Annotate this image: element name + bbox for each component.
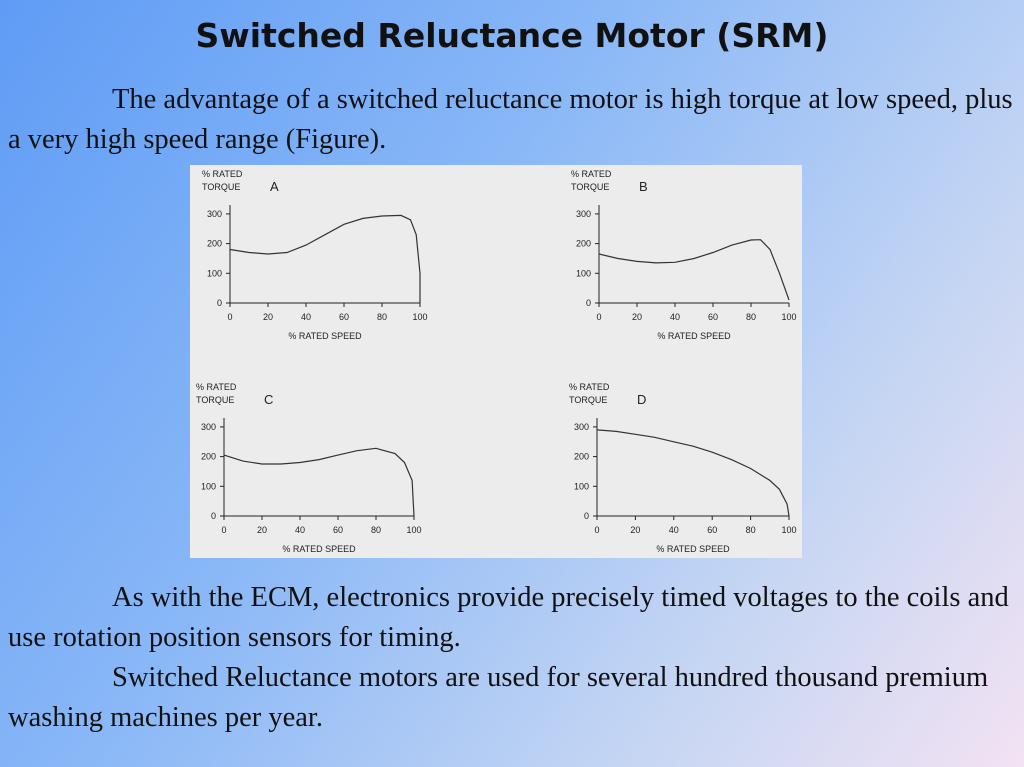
y-tick-label: 200 xyxy=(574,452,589,462)
x-tick-label: 0 xyxy=(596,312,601,322)
x-tick-label: 20 xyxy=(630,525,640,535)
y-tick-label: 300 xyxy=(201,422,216,432)
x-tick-label: 0 xyxy=(227,312,232,322)
torque-curve xyxy=(223,447,415,517)
x-tick-label: 100 xyxy=(406,525,421,535)
x-axis-label: % RATED SPEED xyxy=(282,544,356,554)
x-tick-label: 100 xyxy=(412,312,427,322)
chart-title: C xyxy=(264,392,273,407)
y-axis-label: TORQUE xyxy=(202,182,240,192)
y-axis-label: % RATED xyxy=(196,382,237,392)
x-tick-label: 60 xyxy=(333,525,343,535)
y-tick-label: 200 xyxy=(576,239,591,249)
x-tick-label: 80 xyxy=(371,525,381,535)
y-axis-label: % RATED xyxy=(202,169,243,179)
paragraph: As with the ECM, electronics provide pre… xyxy=(8,582,1009,653)
y-tick-label: 0 xyxy=(586,298,591,308)
y-tick-label: 100 xyxy=(576,268,591,278)
paragraph: The advantage of a switched reluctance m… xyxy=(8,84,1013,155)
x-tick-label: 40 xyxy=(301,312,311,322)
y-tick-label: 0 xyxy=(217,298,222,308)
y-tick-label: 0 xyxy=(211,511,216,521)
x-tick-label: 40 xyxy=(670,312,680,322)
x-axis-label: % RATED SPEED xyxy=(288,331,362,341)
y-tick-label: 0 xyxy=(584,511,589,521)
x-tick-label: 60 xyxy=(708,312,718,322)
x-tick-label: 20 xyxy=(263,312,273,322)
chart-title: D xyxy=(637,392,646,407)
torque-curve xyxy=(598,239,790,301)
y-tick-label: 200 xyxy=(207,239,222,249)
x-tick-label: 20 xyxy=(257,525,267,535)
y-axis-label: % RATED xyxy=(571,169,612,179)
x-tick-label: 100 xyxy=(781,312,796,322)
y-axis-label: TORQUE xyxy=(571,182,609,192)
x-tick-label: 40 xyxy=(295,525,305,535)
y-tick-label: 100 xyxy=(207,268,222,278)
x-tick-label: 60 xyxy=(707,525,717,535)
slide-title: Switched Reluctance Motor (SRM) xyxy=(195,16,829,55)
y-tick-label: 100 xyxy=(574,481,589,491)
x-tick-label: 60 xyxy=(339,312,349,322)
x-tick-label: 80 xyxy=(746,312,756,322)
x-tick-label: 0 xyxy=(221,525,226,535)
x-axis-label: % RATED SPEED xyxy=(657,331,731,341)
x-axis-label: % RATED SPEED xyxy=(656,544,730,554)
y-tick-label: 300 xyxy=(207,209,222,219)
x-tick-label: 100 xyxy=(781,525,796,535)
torque-curve xyxy=(229,214,421,303)
y-axis-label: TORQUE xyxy=(569,395,607,405)
x-tick-label: 20 xyxy=(632,312,642,322)
y-tick-label: 100 xyxy=(201,481,216,491)
torque-curve xyxy=(596,429,790,517)
y-axis-label: TORQUE xyxy=(196,395,234,405)
x-tick-label: 80 xyxy=(746,525,756,535)
figure: 0 100 200 300 0 20 40 60 80 100% RATED TORQUE% RAT… xyxy=(190,165,802,558)
x-tick-label: 80 xyxy=(377,312,387,322)
chart-title: A xyxy=(270,179,279,194)
y-axis-label: % RATED xyxy=(569,382,610,392)
y-tick-label: 200 xyxy=(201,452,216,462)
paragraph: Switched Reluctance motors are used for … xyxy=(8,662,989,733)
chart-title: B xyxy=(639,179,648,194)
x-tick-label: 40 xyxy=(669,525,679,535)
y-tick-label: 300 xyxy=(574,422,589,432)
x-tick-label: 0 xyxy=(594,525,599,535)
y-tick-label: 300 xyxy=(576,209,591,219)
